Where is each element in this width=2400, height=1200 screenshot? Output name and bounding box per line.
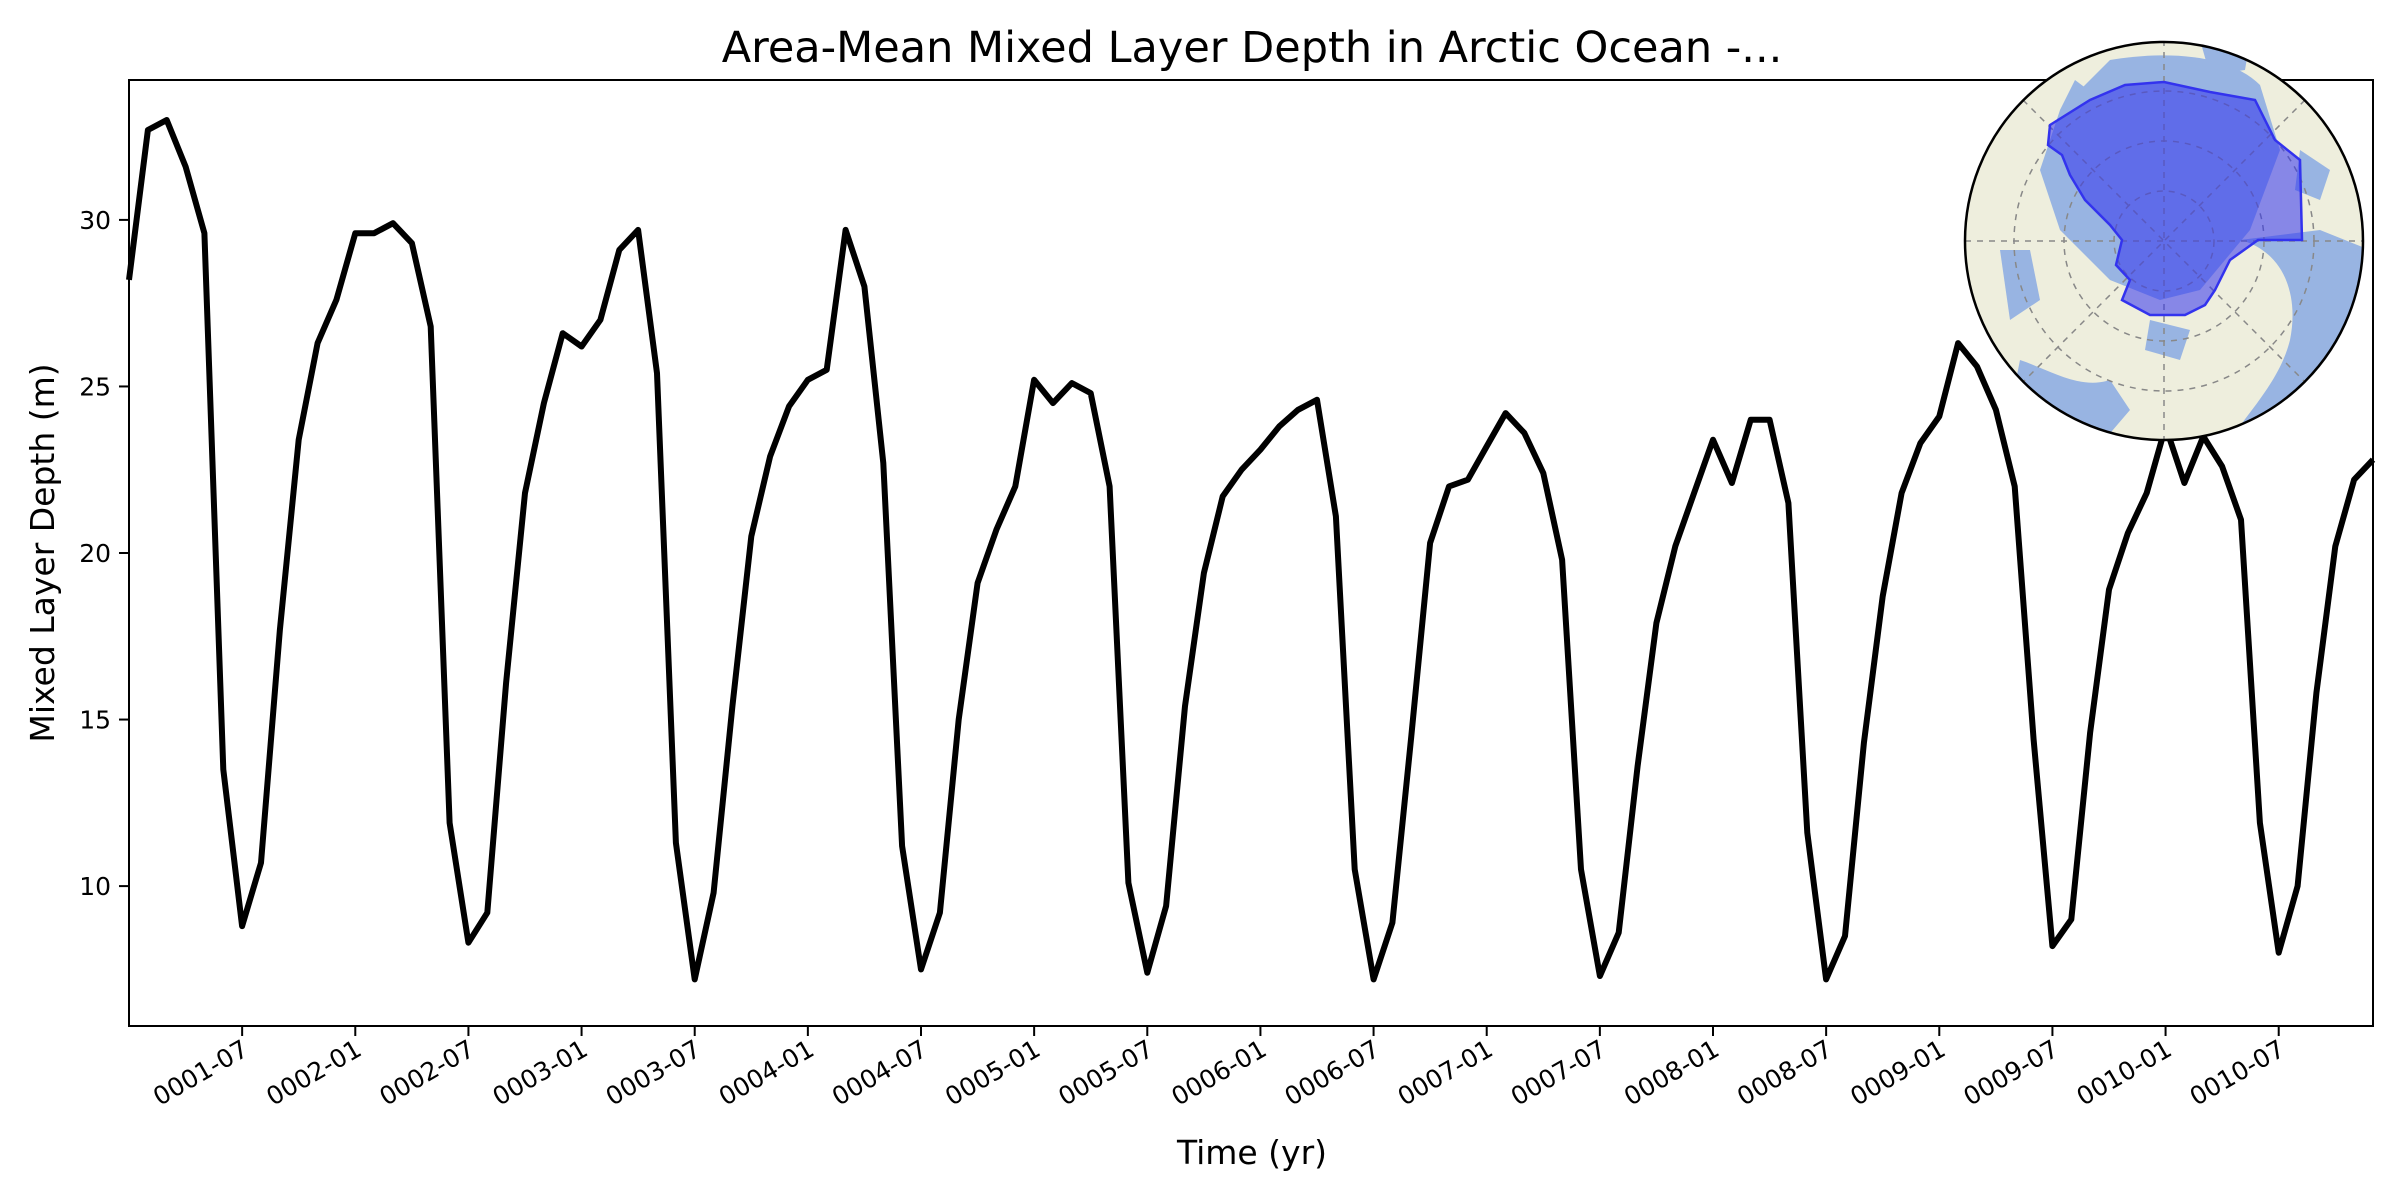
x-tick-label: 0001-07 — [148, 1034, 253, 1111]
series-line — [126, 117, 2376, 983]
x-tick-label: 0009-01 — [1845, 1034, 1950, 1111]
map-border — [1963, 40, 2365, 442]
y-tick-label: 15 — [79, 706, 111, 735]
x-tick-label: 0008-07 — [1732, 1034, 1837, 1111]
x-axis-label: Time (yr) — [1176, 1133, 1327, 1172]
y-tick-label: 20 — [79, 539, 111, 568]
x-tick-label: 0007-07 — [1506, 1034, 1611, 1111]
x-tick-label: 0003-01 — [488, 1034, 593, 1111]
x-tick-label: 0002-07 — [374, 1034, 479, 1111]
x-tick-label: 0002-01 — [261, 1034, 366, 1111]
x-tick-label: 0007-01 — [1393, 1034, 1498, 1111]
x-tick-label: 0005-07 — [1053, 1034, 1158, 1111]
chart-title: Area-Mean Mixed Layer Depth in Arctic Oc… — [722, 23, 1783, 73]
y-tick-label: 25 — [79, 372, 111, 401]
map-region-highlight — [2046, 80, 2304, 317]
y-axis-label: Mixed Layer Depth (m) — [23, 363, 62, 742]
x-tick-label: 0009-07 — [1958, 1034, 2063, 1111]
plot-frame — [128, 79, 2374, 1027]
x-tick-label: 0005-01 — [940, 1034, 1045, 1111]
x-tick-label: 0003-07 — [601, 1034, 706, 1111]
inset-map — [1963, 40, 2365, 442]
x-tick-label: 0006-01 — [1166, 1034, 1271, 1111]
x-tick-label: 0006-07 — [1280, 1034, 1385, 1111]
x-tick-label: 0004-01 — [714, 1034, 819, 1111]
x-tick-label: 0004-07 — [827, 1034, 932, 1111]
y-tick-label: 10 — [79, 872, 111, 901]
x-axis: 0001-07 0002-01 0002-07 0003-01 0003-07 0004-… — [148, 1026, 2290, 1111]
x-tick-label: 0008-01 — [1619, 1034, 1724, 1111]
y-tick-label: 30 — [79, 206, 111, 235]
y-axis: 10 15 20 25 30 — [79, 206, 129, 901]
x-tick-label: 0010-07 — [2185, 1034, 2290, 1111]
x-tick-label: 0010-01 — [2072, 1034, 2177, 1111]
